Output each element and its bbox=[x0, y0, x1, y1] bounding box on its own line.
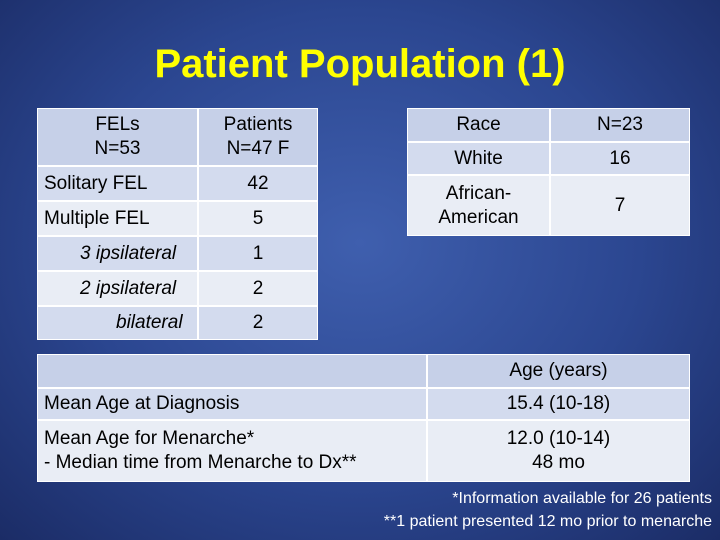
header-cell: FELs N=53 bbox=[37, 108, 198, 166]
header-cell: Patients N=47 F bbox=[198, 108, 318, 166]
table-cell: 42 bbox=[198, 166, 318, 201]
empty-header-cell bbox=[37, 354, 427, 388]
footnote: **1 patient presented 12 mo prior to men… bbox=[383, 513, 712, 530]
table-cell: 12.0 (10-14) 48 mo bbox=[427, 420, 690, 482]
table-cell: 2 ipsilateral bbox=[37, 271, 198, 306]
table-cell: 2 bbox=[198, 306, 318, 340]
table-cell: 1 bbox=[198, 236, 318, 271]
table-cell: bilateral bbox=[37, 306, 198, 340]
table-cell: 7 bbox=[550, 175, 690, 236]
slide-title: Patient Population (1) bbox=[154, 42, 566, 86]
footnote: *Information available for 26 patients bbox=[452, 490, 712, 507]
header-cell: Age (years) bbox=[427, 354, 690, 388]
table-cell: 2 bbox=[198, 271, 318, 306]
header-cell: N=23 bbox=[550, 108, 690, 142]
table-cell: African- American bbox=[407, 175, 550, 236]
table-cell: Multiple FEL bbox=[37, 201, 198, 236]
table-cell: 3 ipsilateral bbox=[37, 236, 198, 271]
table-cell: 16 bbox=[550, 142, 690, 175]
table-cell: White bbox=[407, 142, 550, 175]
table-cell: Mean Age at Diagnosis bbox=[37, 388, 427, 420]
table-cell: Mean Age for Menarche* - Median time fro… bbox=[37, 420, 427, 482]
header-cell: Race bbox=[407, 108, 550, 142]
table-cell: 5 bbox=[198, 201, 318, 236]
table-cell: Solitary FEL bbox=[37, 166, 198, 201]
table-cell: 15.4 (10-18) bbox=[427, 388, 690, 420]
